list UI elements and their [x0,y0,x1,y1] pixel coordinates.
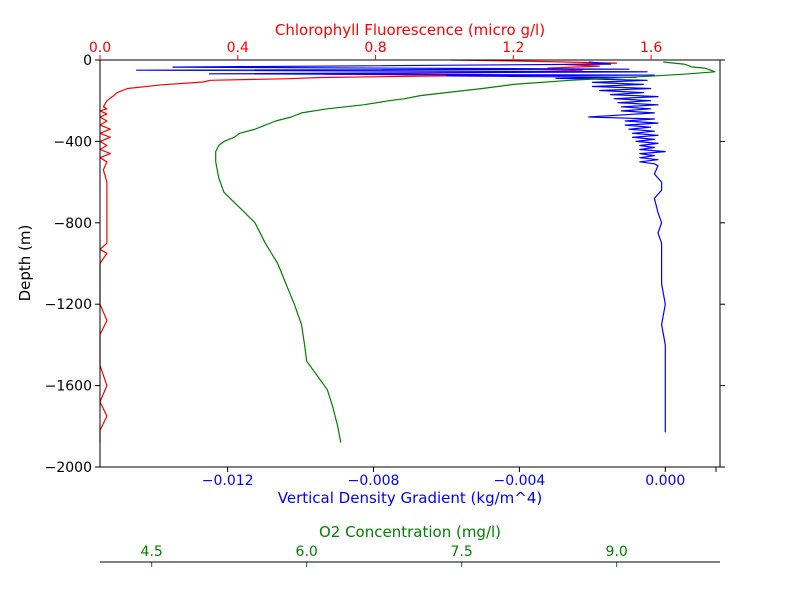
top-axis-label: Chlorophyll Fluorescence (micro g/l) [275,21,545,39]
y-tick-label: 0 [83,53,92,69]
density-gradient-series-line [135,61,666,433]
o2-series-line [215,61,716,443]
bottom-tick-label: −0.008 [348,473,400,489]
series-layer [99,59,716,443]
bottom-axis-label: Vertical Density Gradient (kg/m^4) [278,489,542,507]
top-tick-label: 0.0 [89,40,111,56]
y-tick-label: −1600 [45,379,92,395]
plot-frame [99,59,721,468]
o2-tick-label: 6.0 [296,544,318,560]
top-tick-label: 0.8 [364,40,386,56]
o2-tick-label: 7.5 [451,544,473,560]
bottom-tick-label: −0.012 [202,473,254,489]
y-tick-label: −2000 [45,460,92,476]
bottom-tick-label: 0.000 [645,473,685,489]
top-tick-label: 1.2 [502,40,524,56]
o2-tick-label: 9.0 [606,544,628,560]
bottom-tick-label: −0.004 [494,473,546,489]
y-tick-label: −1200 [45,297,92,313]
top-tick-label: 1.6 [640,40,662,56]
chlorophyll-series-line [99,59,618,443]
o2-axis-label: O2 Concentration (mg/l) [319,523,501,541]
y-axis-label: Depth (m) [16,225,34,302]
y-tick-label: −800 [54,216,92,232]
y-tick-label: −400 [54,134,92,150]
o2-tick-label: 4.5 [141,544,163,560]
top-tick-label: 0.4 [227,40,249,56]
ticks-layer: 0 −400 −800 −1200 −1600 −2000 −0.012 −0.008 −0.0… [45,40,725,567]
